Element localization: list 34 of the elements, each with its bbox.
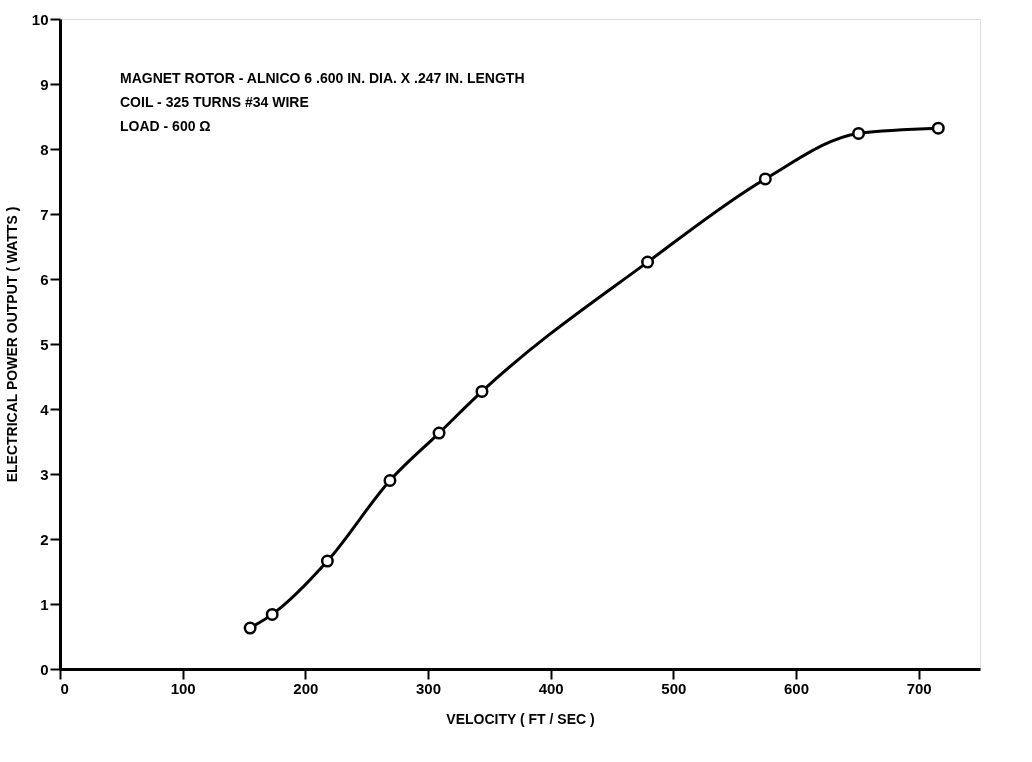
- x-tick-label: 600: [783, 679, 810, 697]
- y-tick-label: 2: [40, 530, 49, 548]
- y-tick-label: 1: [40, 595, 49, 613]
- y-tick-label: 7: [40, 205, 49, 223]
- x-tick-label: 0: [60, 679, 69, 697]
- point: [432, 426, 446, 440]
- x-tick-label: 400: [538, 679, 564, 697]
- y-axis-title: ELECTRICAL POWER OUTPUT ( WATTS ): [3, 206, 20, 483]
- point: [265, 607, 279, 621]
- x-tick-label: 500: [661, 679, 687, 697]
- point: [475, 384, 489, 398]
- point: [931, 121, 945, 135]
- x-tick-label: 100: [170, 679, 196, 697]
- y-tick-label: 10: [31, 10, 49, 28]
- point: [243, 621, 257, 635]
- annotation: MAGNET ROTOR - ALNICO 6 .600 IN. DIA. X .247 IN. LENGTH: [120, 70, 525, 86]
- point: [383, 474, 397, 487]
- x-tick-label: 300: [415, 679, 442, 697]
- y-tick-label: 0: [40, 660, 49, 678]
- y-tick-label: 5: [40, 335, 49, 353]
- y-tick-label: 4: [40, 400, 50, 418]
- point: [320, 554, 334, 568]
- point: [758, 172, 772, 186]
- y-tick-label: 8: [40, 140, 49, 158]
- y-tick-label: 9: [40, 75, 49, 93]
- annotation: LOAD - 600 Ω: [120, 118, 211, 134]
- x-tick-label: 700: [906, 679, 932, 697]
- x-tick-label: 200: [293, 679, 319, 697]
- annotation: COIL - 325 TURNS #34 WIRE: [120, 94, 309, 110]
- y-tick-label: 3: [40, 465, 49, 483]
- point: [852, 126, 866, 140]
- y-tick-label: 6: [40, 270, 49, 288]
- point: [641, 255, 655, 269]
- x-axis-title: VELOCITY ( FT / SEC ): [446, 710, 595, 727]
